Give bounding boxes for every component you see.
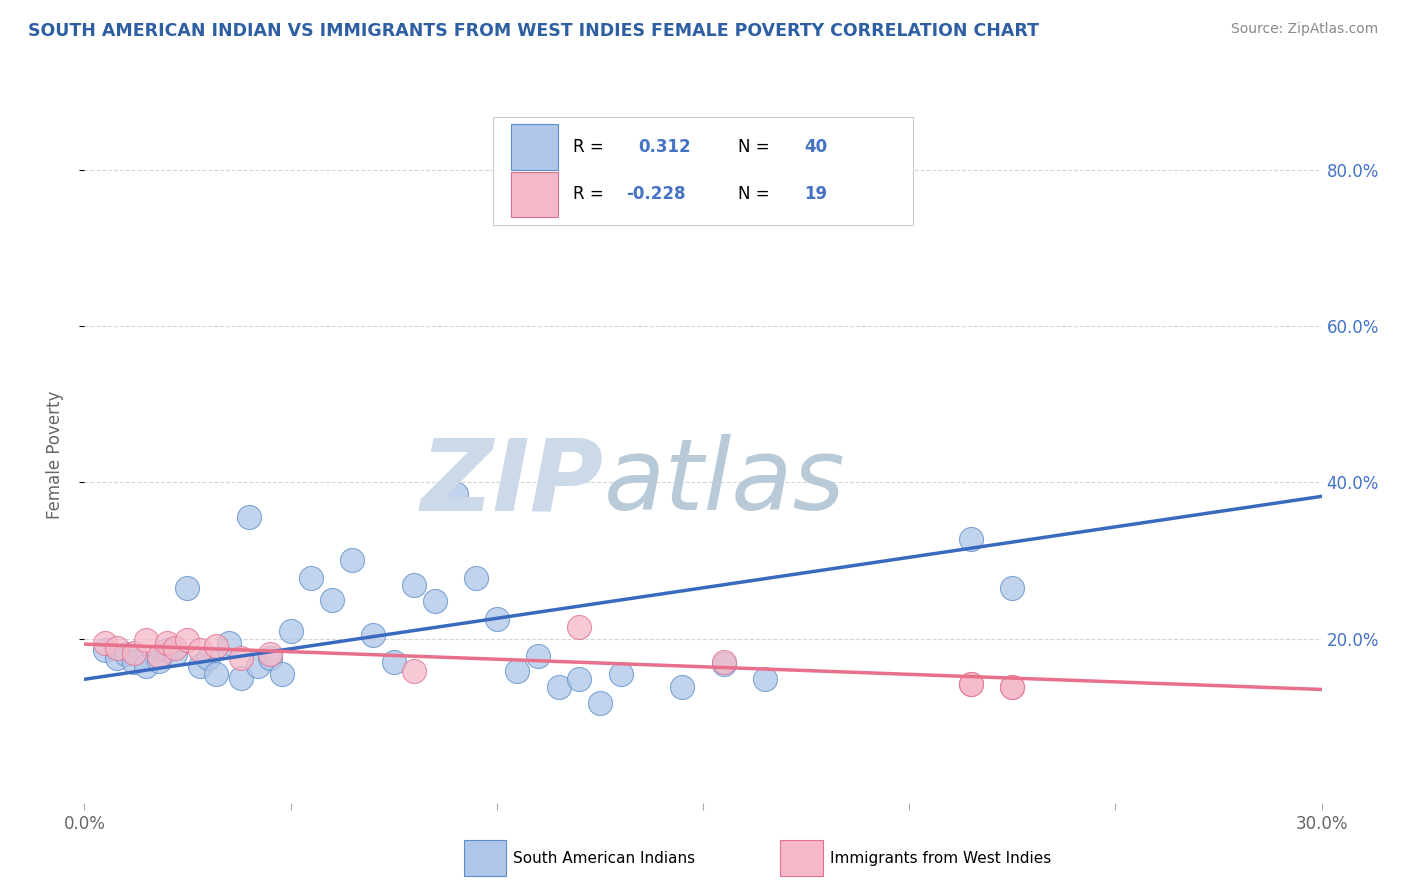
Point (382, 655, 405, 669)
Point (259, 647, 281, 661)
Point (114, 647, 136, 661)
Point (960, 677, 983, 691)
Point (229, 671, 252, 685)
Point (188, 659, 211, 673)
Point (94, 643, 117, 657)
Point (122, 646, 145, 660)
Point (148, 653, 170, 667)
Point (568, 620, 591, 634)
Point (713, 655, 735, 669)
Point (122, 655, 145, 669)
Point (148, 648, 170, 663)
Point (589, 696, 612, 710)
Point (156, 635, 179, 649)
Point (485, 612, 508, 626)
Point (205, 666, 228, 681)
Text: N =: N = (738, 185, 769, 203)
Text: R =: R = (574, 137, 603, 156)
Text: -0.228: -0.228 (626, 185, 686, 203)
Point (135, 659, 157, 673)
Point (527, 648, 550, 663)
Point (465, 571, 488, 585)
Point (321, 592, 343, 607)
Point (671, 680, 693, 694)
Point (197, 651, 219, 665)
Point (568, 673, 591, 687)
Text: SOUTH AMERICAN INDIAN VS IMMIGRANTS FROM WEST INDIES FEMALE POVERTY CORRELATION : SOUTH AMERICAN INDIAN VS IMMIGRANTS FROM… (28, 22, 1039, 40)
Text: N =: N = (738, 137, 769, 156)
Point (188, 643, 211, 657)
Point (299, 571, 322, 585)
Point (280, 624, 302, 638)
Point (259, 651, 281, 665)
Text: R =: R = (574, 185, 603, 203)
Point (176, 581, 198, 595)
Point (404, 578, 426, 592)
FancyBboxPatch shape (492, 118, 914, 226)
Point (246, 659, 269, 673)
Point (156, 643, 179, 657)
Point (609, 666, 631, 681)
Point (423, 594, 446, 608)
Point (361, 628, 384, 642)
Bar (512, 172, 558, 217)
Point (176, 633, 198, 648)
Point (713, 657, 735, 671)
Point (960, 532, 983, 546)
Point (238, 510, 260, 524)
Point (94, 635, 117, 649)
Point (444, 487, 467, 501)
Text: South American Indians: South American Indians (513, 851, 696, 865)
Text: ZIP: ZIP (420, 434, 605, 532)
Point (342, 553, 364, 567)
Point (205, 640, 228, 654)
Text: Immigrants from West Indies: Immigrants from West Indies (830, 851, 1050, 865)
Point (960, 677, 983, 691)
Point (1001, 680, 1024, 694)
Point (1001, 581, 1024, 595)
Y-axis label: Female Poverty: Female Poverty (45, 391, 63, 519)
Text: 0.312: 0.312 (638, 137, 692, 156)
Point (218, 635, 240, 649)
Point (547, 680, 569, 694)
Point (271, 666, 294, 681)
Point (404, 665, 426, 679)
Point (165, 640, 187, 655)
Point (135, 633, 157, 648)
Point (506, 665, 529, 679)
Bar (512, 125, 558, 169)
Text: 19: 19 (804, 185, 828, 203)
Text: Source: ZipAtlas.com: Source: ZipAtlas.com (1230, 22, 1378, 37)
Point (165, 647, 187, 661)
Point (754, 673, 776, 687)
Text: atlas: atlas (605, 434, 845, 532)
Text: 40: 40 (804, 137, 828, 156)
Point (105, 640, 128, 655)
Point (1001, 680, 1024, 694)
Point (229, 651, 252, 665)
Point (105, 651, 128, 665)
